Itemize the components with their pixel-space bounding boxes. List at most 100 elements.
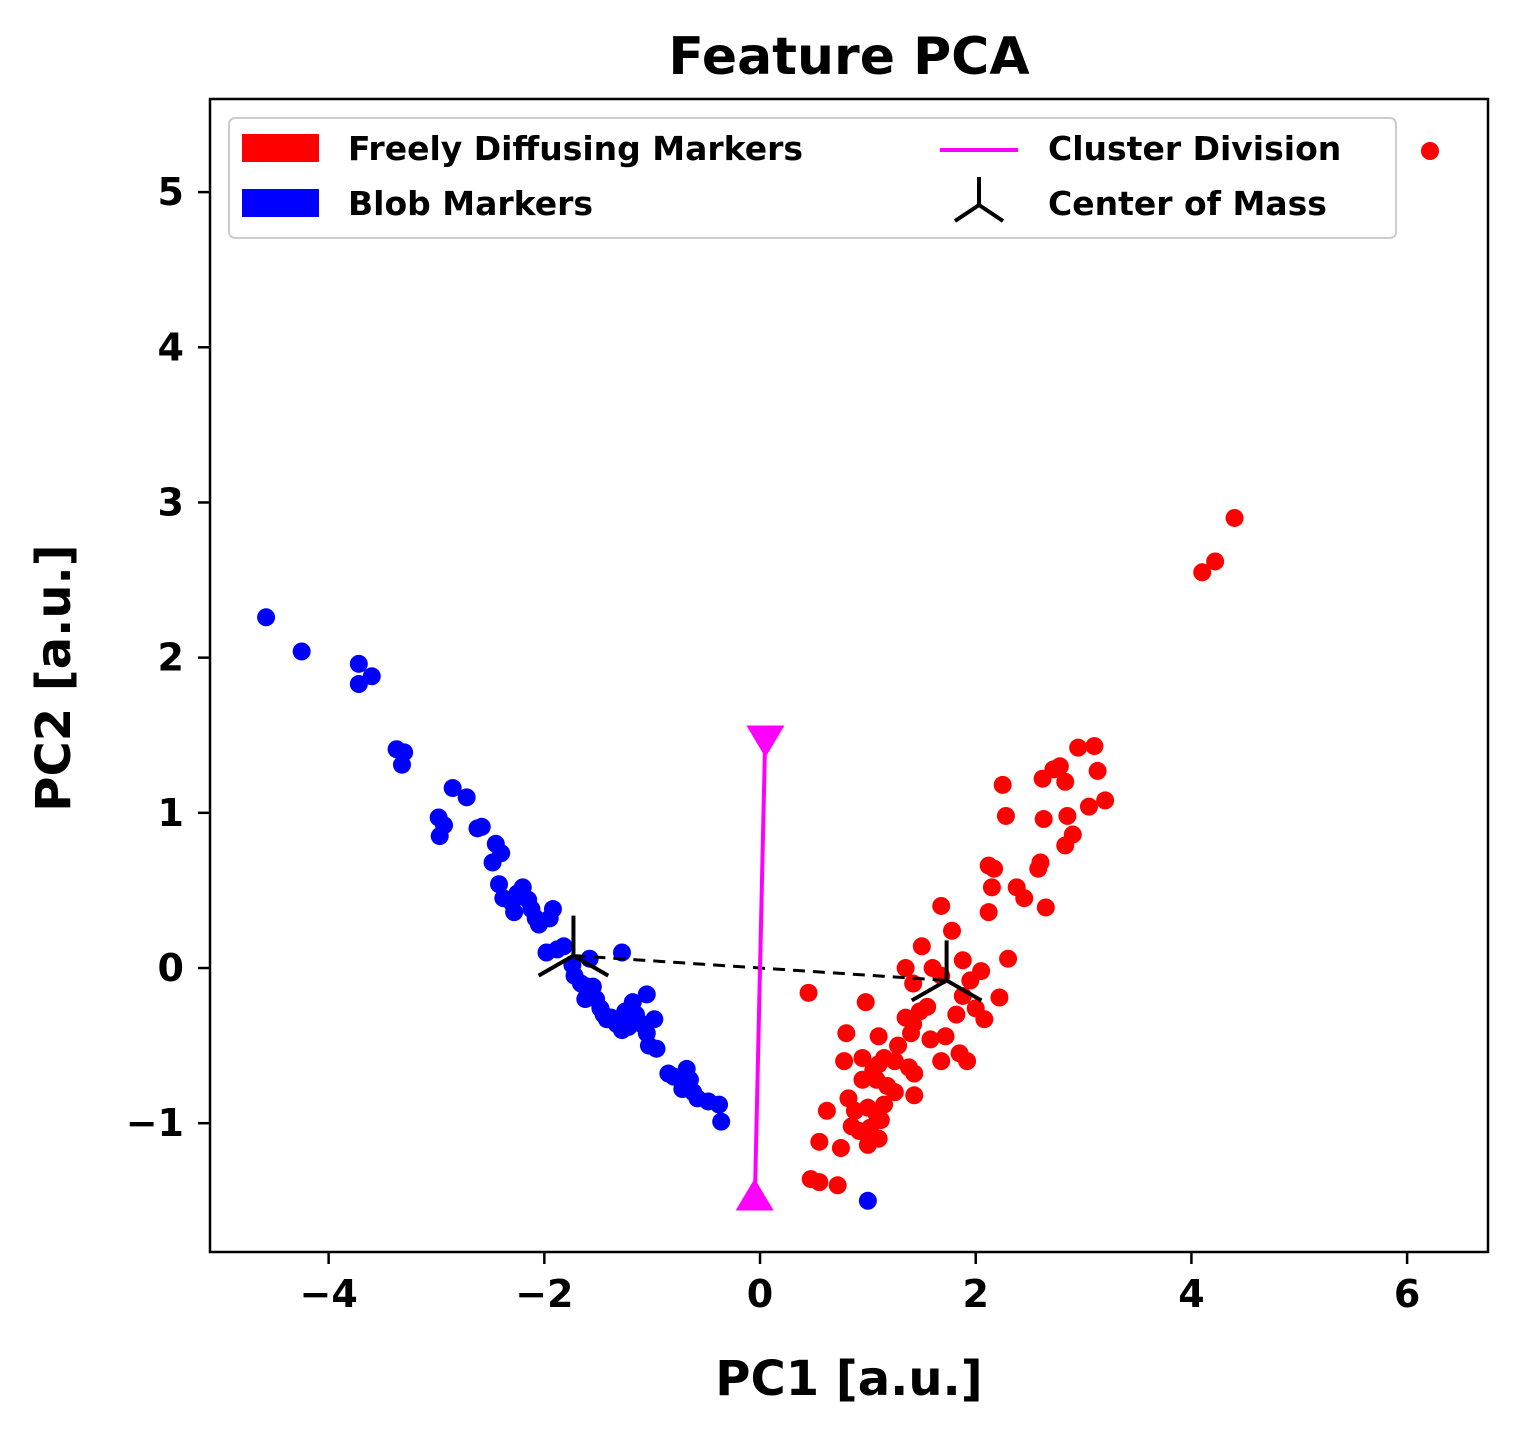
data-point-blob [505,903,524,922]
data-point-blob [443,779,462,798]
data-point-free [1033,769,1052,788]
legend-extra-dot [1421,142,1439,160]
data-point-free [1050,757,1069,776]
data-point-free [999,949,1018,968]
x-tick-label: 6 [1394,1272,1420,1316]
y-axis-label: PC2 [a.u.] [26,544,82,811]
data-point-free [875,1095,894,1114]
data-point-blob [543,900,562,919]
data-point-blob [858,1191,877,1210]
legend-swatch-free [242,134,319,162]
data-point-blob [490,875,509,894]
data-point-free [1056,836,1075,855]
x-tick-label: 4 [1178,1272,1204,1316]
y-tick-label: 0 [158,946,184,990]
data-point-free [921,1030,940,1049]
y-tick-label: 5 [158,170,184,214]
data-point-blob [430,827,449,846]
data-point-free [982,878,1001,897]
data-point-free [885,1083,904,1102]
data-point-free [1034,810,1053,829]
legend-swatch-com-icon [953,177,1005,223]
y-tick-label: 1 [158,791,184,835]
y-tick-label: 4 [158,325,184,369]
data-point-free [947,1005,966,1024]
com-arm [537,953,575,978]
data-point-free [905,1086,924,1105]
data-point-free [837,1024,856,1043]
data-point-free [996,806,1015,825]
legend-label-blob: Blob Markers [348,184,593,223]
data-point-blob [712,1112,731,1131]
plot-area [257,508,1244,1211]
data-point-free [853,1049,872,1068]
division-end-marker-bottom [735,1178,774,1211]
axis-ticks: −4 −2 0 2 4 6 −1 0 1 2 3 4 5 [126,170,1421,1316]
data-point-free [985,859,1004,878]
data-point-free [810,1132,829,1151]
data-point-free [932,896,951,915]
data-point-free [905,1064,924,1083]
legend-label-free: Freely Diffusing Markers [348,129,803,168]
x-tick-label: 0 [747,1272,773,1316]
legend-frame [228,117,1397,239]
legend-label-division: Cluster Division [1048,129,1341,168]
data-point-blob [257,608,276,627]
data-point-blob [349,654,368,673]
data-point-free [912,937,931,956]
data-point-blob [483,853,502,872]
data-point-free [958,1052,977,1071]
legend: Freely Diffusing Markers Blob Markers Cl… [228,117,1439,239]
data-point-free [979,903,998,922]
center-of-mass-marker-free [910,940,983,1003]
x-tick-label: −2 [515,1272,573,1316]
com-arm [910,978,948,1003]
y-tick-label: 2 [158,636,184,680]
data-point-blob [292,642,311,661]
data-point-blob [677,1059,696,1078]
cluster-division-line [752,727,768,1209]
data-point-free [902,1024,921,1043]
data-point-free [1015,889,1034,908]
center-of-mass-marker-blob [537,915,610,978]
y-tick-label: −1 [126,1101,184,1145]
x-tick-label: −4 [299,1272,357,1316]
data-point-free [869,1027,888,1046]
data-point-free [889,1036,908,1055]
data-point-blob [392,755,411,774]
data-point-blob [597,1010,616,1029]
data-point-free [990,988,1009,1007]
data-point-free [942,921,961,940]
data-point-free [1079,797,1098,816]
data-point-free [932,1052,951,1071]
data-point-free [1069,738,1088,757]
division-end-marker-top [746,725,785,758]
data-point-free [1056,772,1075,791]
y-tick-label: 3 [158,480,184,524]
data-point-free [828,1176,847,1195]
data-point-free [936,1027,955,1046]
legend-label-com: Center of Mass [1048,184,1327,223]
data-point-free [831,1139,850,1158]
data-point-free [896,959,915,978]
data-point-blob [637,985,656,1004]
com-arm [945,978,983,1003]
data-point-free [853,1070,872,1089]
data-point-free [1031,853,1050,872]
data-point-blob [362,667,381,686]
data-point-free [1206,552,1225,571]
data-point-free [858,1135,877,1154]
data-point-blob [612,943,631,962]
data-point-blob [457,788,476,807]
data-point-blob [710,1095,729,1114]
data-point-blob [349,675,368,694]
data-point-blob [616,1002,635,1021]
data-point-free [1096,791,1115,810]
plot-frame [208,97,1490,1254]
com-arm [572,953,610,978]
data-point-free [1088,761,1107,780]
x-axis-label: PC1 [a.u.] [715,1351,982,1407]
data-point-blob [578,977,597,996]
data-point-free [993,775,1012,794]
data-point-blob [554,937,573,956]
